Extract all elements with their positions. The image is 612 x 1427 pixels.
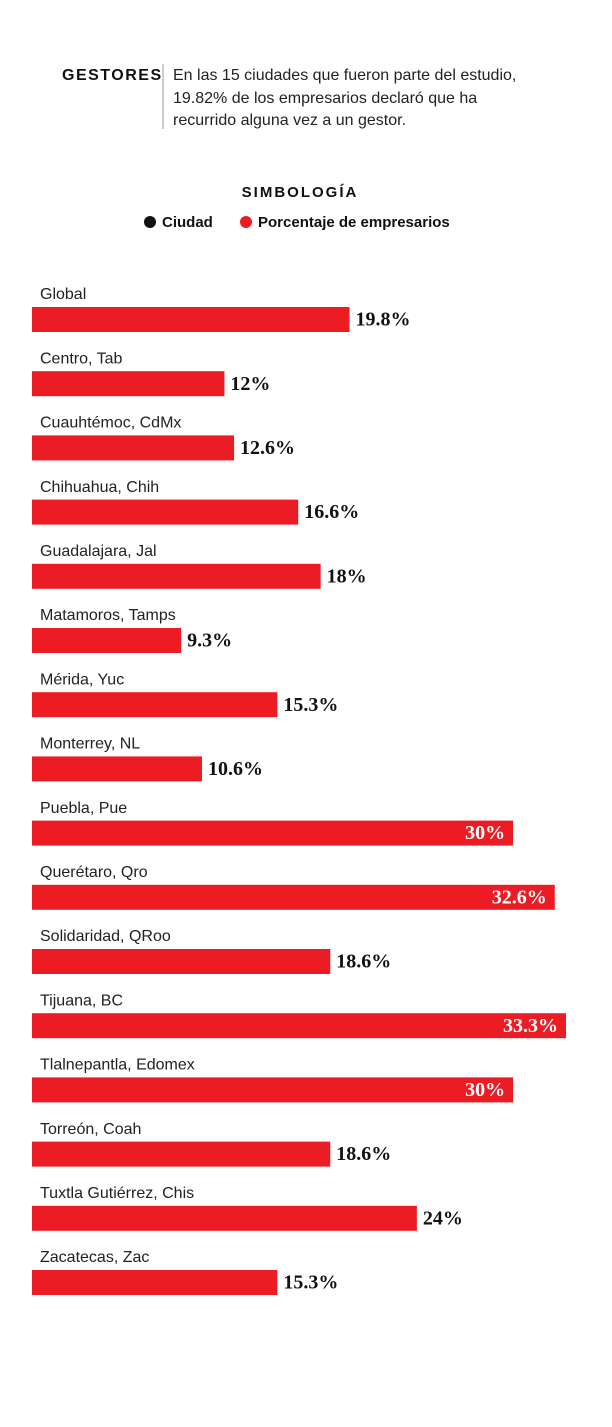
value-label: 18.6% — [336, 951, 391, 973]
category-label: Cuauhtémoc, CdMx — [40, 415, 181, 432]
bar — [32, 1013, 566, 1039]
value-label: 24% — [423, 1207, 463, 1229]
value-label: 12% — [230, 373, 270, 395]
bar — [32, 1205, 417, 1231]
value-label: 15.3% — [283, 694, 338, 716]
value-label: 30% — [465, 1079, 505, 1101]
bar — [32, 563, 321, 589]
category-label: Guadalajara, Jal — [40, 543, 157, 560]
legend-label: Porcentaje de empresarios — [258, 214, 450, 231]
value-label: 32.6% — [492, 886, 547, 908]
bar — [32, 820, 514, 846]
category-label: Chihuahua, Chih — [40, 479, 159, 496]
bar — [32, 499, 299, 525]
legend-title: SIMBOLOGÍA — [242, 184, 359, 201]
category-label: Zacatecas, Zac — [40, 1249, 149, 1266]
header-text: En las 15 ciudades que fueron parte del … — [173, 67, 516, 84]
header-label: GESTORES — [62, 67, 163, 84]
category-label: Centro, Tab — [40, 350, 123, 367]
bar — [32, 1270, 278, 1295]
value-label: 10.6% — [208, 758, 263, 780]
value-label: 12.6% — [240, 437, 295, 459]
category-label: Monterrey, NL — [40, 736, 140, 753]
value-label: 19.8% — [356, 309, 411, 331]
category-label: Torreón, Coah — [40, 1121, 141, 1138]
category-label: Tlalnepantla, Edomex — [40, 1057, 195, 1074]
value-label: 30% — [465, 822, 505, 844]
header-text: recurrido alguna vez a un gestor. — [173, 112, 406, 129]
value-label: 18% — [327, 565, 367, 587]
value-label: 9.3% — [187, 630, 232, 652]
value-label: 16.6% — [304, 501, 359, 523]
category-label: Puebla, Pue — [40, 800, 127, 817]
category-label: Global — [40, 286, 86, 303]
category-label: Tijuana, BC — [40, 992, 123, 1009]
bar — [32, 1141, 331, 1167]
category-label: Querétaro, Qro — [40, 864, 148, 881]
bar — [32, 628, 182, 653]
category-label: Mérida, Yuc — [40, 671, 124, 688]
bar — [32, 435, 235, 461]
bar — [32, 1077, 514, 1103]
value-label: 33.3% — [503, 1015, 558, 1037]
bar — [32, 756, 202, 782]
category-label: Matamoros, Tamps — [40, 607, 176, 624]
header-text: 19.82% de los empresarios declaró que ha — [173, 90, 477, 107]
legend-label: Ciudad — [162, 214, 213, 231]
bar — [32, 692, 278, 718]
bar — [32, 307, 350, 332]
value-label: 18.6% — [336, 1143, 391, 1165]
category-label: Tuxtla Gutiérrez, Chis — [40, 1185, 194, 1202]
legend-marker — [240, 216, 252, 228]
bar — [32, 371, 225, 397]
legend-marker — [144, 216, 156, 228]
value-label: 15.3% — [283, 1272, 338, 1294]
category-label: Solidaridad, QRoo — [40, 928, 171, 945]
bar — [32, 949, 331, 974]
bar — [32, 884, 555, 910]
